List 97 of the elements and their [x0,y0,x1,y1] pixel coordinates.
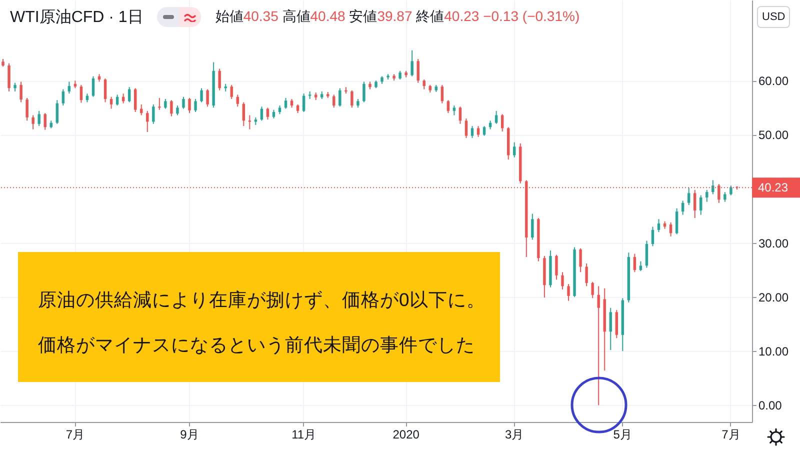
candlestick [62,88,65,106]
candlestick [176,105,179,116]
candlestick [706,189,708,202]
candlestick [362,81,366,103]
x-tick-label: 11月 [292,428,316,442]
candlestick [158,97,161,110]
y-tick-label: 0.00 [758,398,782,413]
candlestick [302,93,306,112]
candlestick [687,187,690,206]
candlestick [633,253,636,273]
candlestick [500,114,504,132]
candlestick [579,248,582,273]
candlestick [20,81,22,103]
candlestick [675,208,678,235]
candlestick [470,126,474,138]
y-tick-label: 50.00 [758,128,789,142]
candlestick [458,106,462,124]
candlestick [639,260,642,272]
candlestick [555,254,558,280]
candlestick [32,114,34,130]
candlestick [92,76,95,98]
x-tick-label: 7月 [722,428,740,442]
annotation: 原油の供給減により在庫が捌けず、価格が0以下に。 [38,288,486,312]
candlestick [206,88,209,108]
candlestick [561,272,564,290]
candlestick [116,94,119,106]
x-tick-label: 7月 [66,428,85,442]
candlestick [513,142,516,158]
candlestick [597,286,600,406]
candlestick [724,192,726,202]
candlestick [242,102,245,127]
candlestick [464,118,468,138]
candlestick [482,126,486,136]
candlestick [230,84,233,100]
candlestick [68,81,71,94]
callout-box: 原油の供給減により在庫が捌けず、価格が0以下に。 価格がマイナスになるという前代未聞の事件でした [18,252,500,382]
candlestick [494,110,498,124]
candlestick [730,185,732,196]
candlestick [700,194,702,216]
candlestick [452,105,456,116]
candlestick [476,126,480,138]
candlestick [44,112,46,130]
candlestick [446,100,450,114]
candlestick [266,107,270,120]
x-tick-label: 5月 [613,428,632,442]
candlestick [200,88,203,103]
x-tick-label: 2020 [392,428,420,442]
candlestick [681,200,684,216]
candlestick [693,189,696,219]
candlestick [140,104,143,116]
x-tick-label: 3月 [505,428,524,442]
y-axis-title: USD [757,6,790,28]
candlestick [260,106,264,122]
candlestick [422,79,426,90]
candlestick [8,62,10,92]
candlestick [218,68,221,91]
candlestick [236,94,239,108]
candlestick [284,97,288,110]
candlestick [188,97,191,114]
x-tick-label: 9月 [180,428,199,442]
candlestick [110,96,113,110]
candlestick [38,110,40,127]
ref-line-label: 40.23 [758,180,788,195]
y-tick-label: 60.00 [758,74,789,88]
candlestick [410,50,414,77]
candlestick [332,94,336,108]
candlestick [182,96,185,110]
candlestick [104,78,107,103]
candlestick [609,307,612,351]
candlestick [194,98,197,112]
y-tick-label: 30.00 [758,236,789,250]
candlestick [591,281,594,299]
chart-title: WTI原油CFD · 1日 [10,8,144,28]
candlestick [26,97,28,122]
candlestick [56,100,59,124]
candlestick [585,262,588,287]
y-tick-label: 10.00 [758,344,789,359]
candlestick [531,213,534,240]
text: 始値40.35 高値40.48 安値39.87 終値40.23 −0.13 (−0.31%) [215,8,580,24]
candlestick [146,110,149,133]
candlestick [80,84,83,104]
annotation: 価格がマイナスになるという前代未聞の事件でした [38,333,475,357]
candlestick [338,88,342,108]
candlestick [651,226,654,247]
candlestick [669,222,672,237]
candlestick [440,84,444,104]
candlestick [134,88,137,112]
y-tick-label: 20.00 [758,290,789,305]
candlestick [350,90,354,108]
candlestick [657,218,660,233]
candlestick [567,284,570,302]
candlestick [170,100,173,117]
candlestick [645,240,648,268]
candlestick [152,104,155,124]
candlestick [615,310,618,339]
candlestick [416,58,420,84]
candlestick [164,98,167,110]
